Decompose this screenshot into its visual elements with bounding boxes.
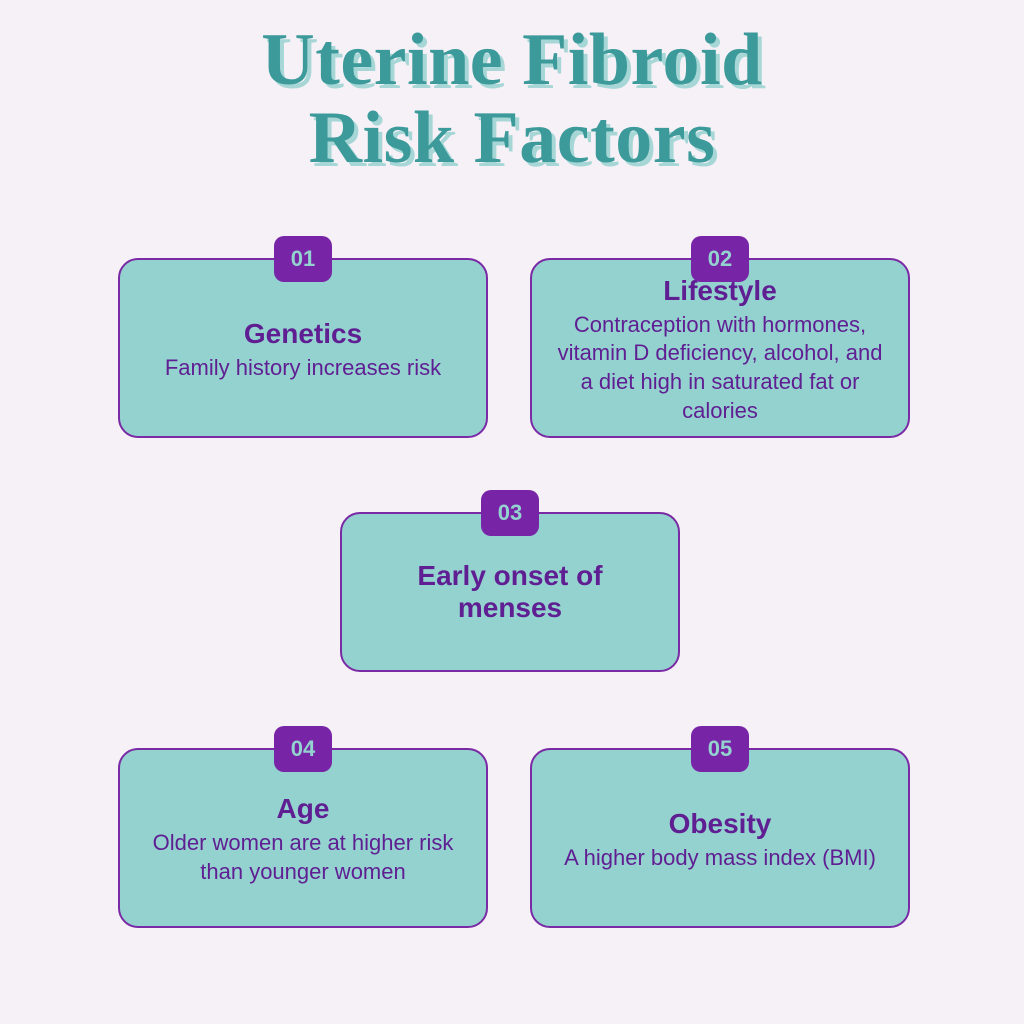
badge-04: 04 [274, 726, 332, 772]
title-line-1: Uterine Fibroid [0, 22, 1024, 100]
card-genetics: 01 Genetics Family history increases ris… [118, 258, 488, 438]
title-line-2: Risk Factors [0, 100, 1024, 178]
card-title-genetics: Genetics [244, 318, 362, 350]
card-desc-lifestyle: Contraception with hormones, vitamin D d… [552, 311, 888, 425]
badge-01: 01 [274, 236, 332, 282]
badge-05: 05 [691, 726, 749, 772]
card-desc-genetics: Family history increases risk [165, 354, 441, 383]
card-early-menses: 03 Early onset of menses [340, 512, 680, 672]
card-desc-age: Older women are at higher risk than youn… [140, 829, 466, 886]
card-title-age: Age [277, 793, 330, 825]
badge-02: 02 [691, 236, 749, 282]
card-age: 04 Age Older women are at higher risk th… [118, 748, 488, 928]
badge-03: 03 [481, 490, 539, 536]
card-title-obesity: Obesity [669, 808, 772, 840]
card-title-early-menses: Early onset of menses [362, 560, 658, 624]
card-lifestyle: 02 Lifestyle Contraception with hormones… [530, 258, 910, 438]
card-desc-obesity: A higher body mass index (BMI) [564, 844, 876, 873]
card-obesity: 05 Obesity A higher body mass index (BMI… [530, 748, 910, 928]
main-title: Uterine Fibroid Risk Factors [0, 0, 1024, 177]
